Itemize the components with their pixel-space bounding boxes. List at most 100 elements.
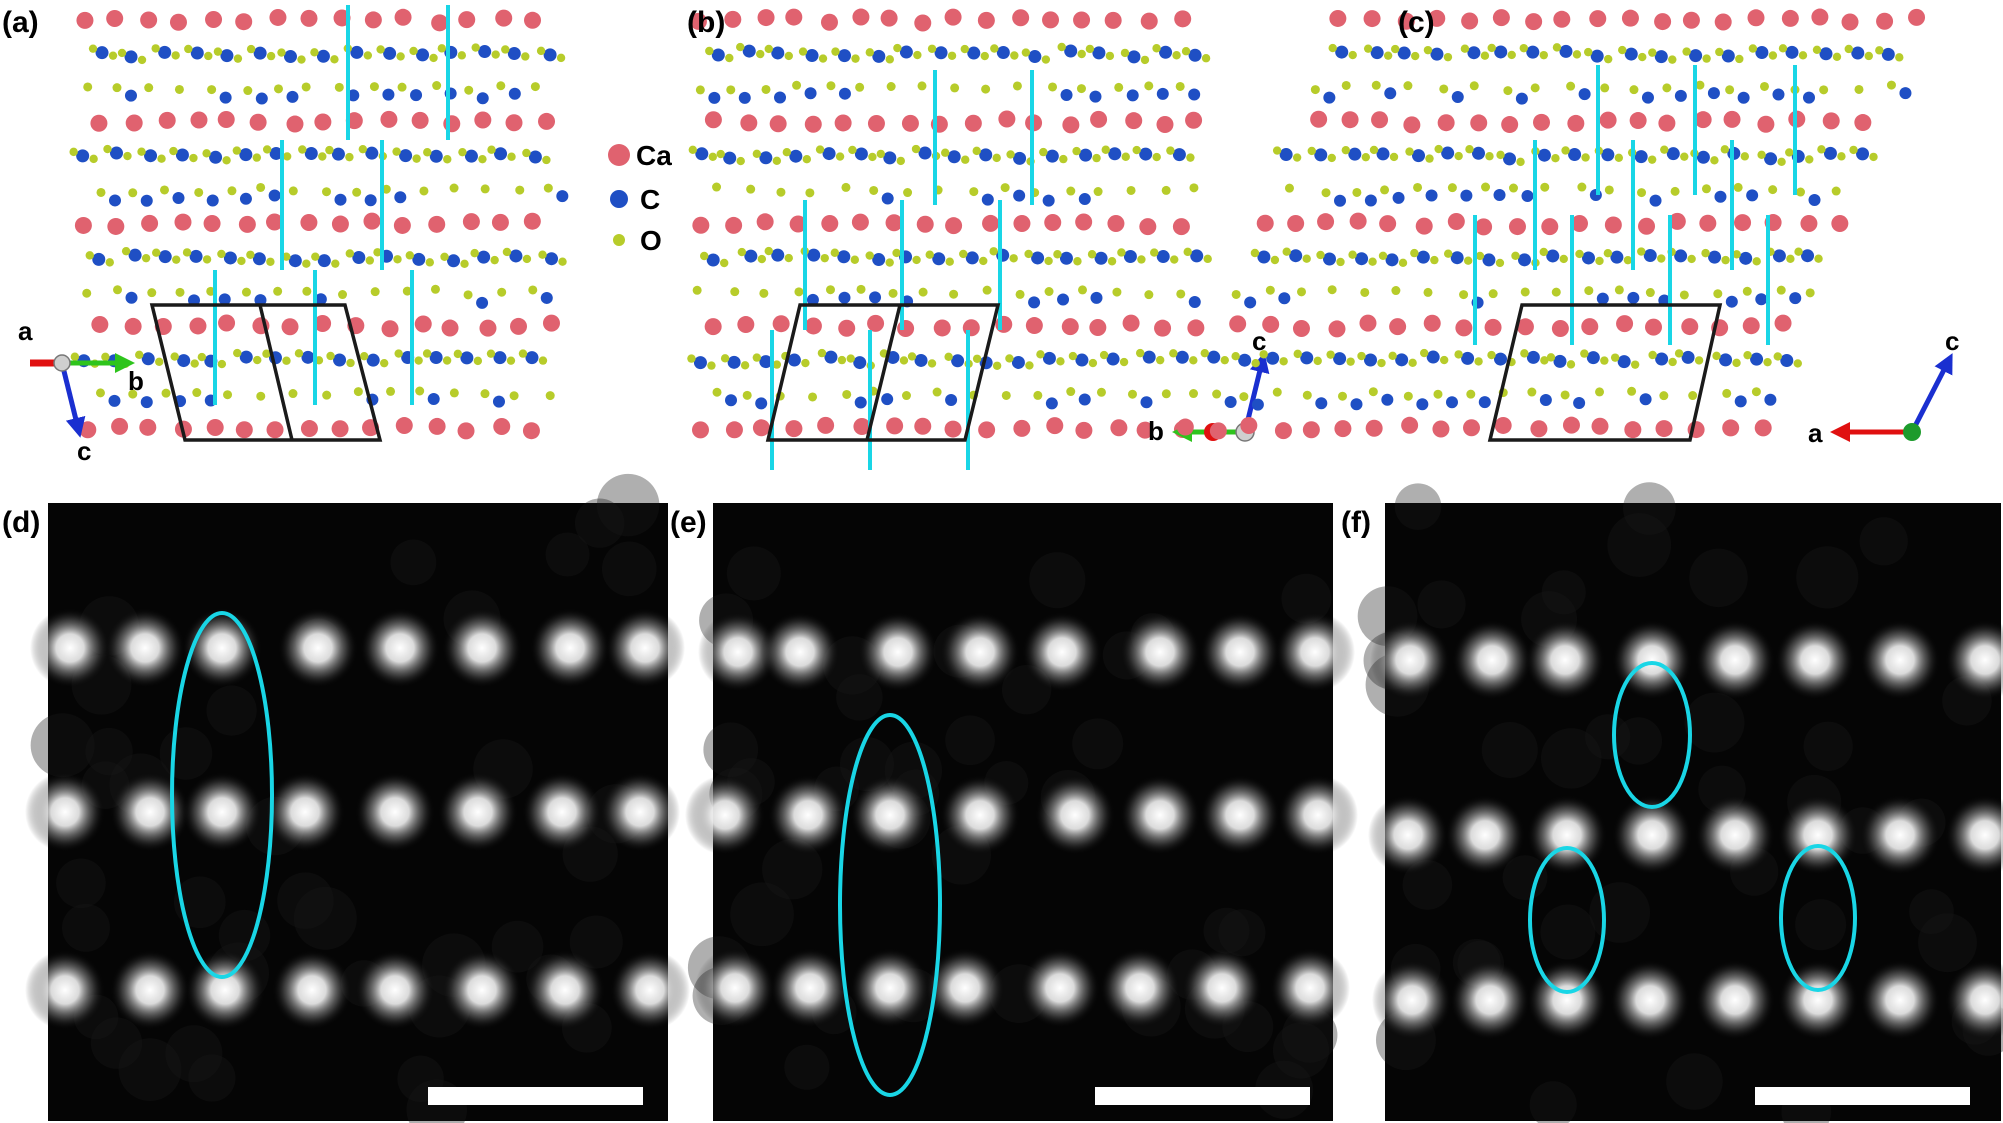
o-atom — [522, 148, 531, 158]
o-atom — [252, 153, 262, 162]
o-atom — [213, 47, 223, 56]
ca-atom — [838, 319, 856, 337]
o-atom — [322, 187, 332, 197]
c-atom — [1627, 291, 1640, 304]
c-atom — [1559, 44, 1573, 58]
o-atom — [1778, 44, 1788, 53]
o-atom — [927, 44, 937, 53]
ca-atom — [944, 8, 962, 26]
o-atom — [825, 285, 835, 295]
legend-swatch-o — [613, 234, 625, 246]
c-atom — [1289, 249, 1303, 263]
ca-atom — [363, 212, 381, 230]
c-atom — [951, 354, 965, 368]
o-atom — [1389, 152, 1399, 162]
o-atom — [692, 285, 702, 295]
o-atom — [1212, 389, 1222, 399]
o-atom — [1849, 145, 1858, 155]
o-atom — [1546, 353, 1556, 362]
c-atom — [314, 293, 327, 306]
c-atom — [1079, 148, 1093, 162]
o-atom — [471, 43, 480, 52]
ca-atom — [1681, 318, 1699, 336]
ca-atom — [381, 320, 399, 338]
ca-atom — [345, 112, 363, 130]
c-atom — [365, 146, 379, 160]
o-atom — [1721, 255, 1730, 265]
o-atom — [1469, 81, 1479, 91]
c-atom — [1300, 351, 1314, 365]
o-atom — [369, 82, 379, 92]
o-atom — [174, 84, 184, 94]
o-atom — [1773, 352, 1782, 361]
atomic-column — [1372, 960, 1452, 1040]
o-atom — [1096, 387, 1106, 397]
c-atom — [1238, 353, 1252, 367]
ca-atom — [411, 111, 429, 129]
c-atom — [787, 353, 801, 367]
o-atom — [1041, 55, 1051, 64]
o-atom — [217, 359, 227, 369]
o-atom — [358, 144, 368, 154]
atomic-column — [1610, 960, 1690, 1040]
c-atom — [1279, 148, 1293, 162]
o-atom — [1837, 152, 1846, 161]
o-atom — [888, 288, 898, 298]
ca-atom — [867, 115, 885, 133]
ca-atom — [785, 420, 803, 438]
o-atom — [737, 247, 747, 257]
c-atom — [350, 45, 364, 59]
o-atom — [1368, 387, 1378, 397]
o-atom — [393, 255, 402, 264]
c-atom — [1649, 194, 1662, 207]
c-atom — [1537, 148, 1551, 162]
o-atom — [1313, 356, 1322, 366]
background-noise — [730, 882, 794, 947]
o-atom — [1390, 44, 1400, 54]
o-atom — [1715, 47, 1724, 57]
o-atom — [982, 285, 992, 295]
atomic-column — [1860, 795, 1940, 875]
o-atom — [687, 354, 696, 363]
c-atom — [1478, 396, 1491, 409]
o-atom — [1895, 53, 1904, 62]
c-atom — [1127, 50, 1141, 64]
o-atom — [886, 82, 896, 92]
c-atom — [1045, 397, 1058, 410]
atomic-column — [30, 608, 110, 688]
o-atom — [1265, 285, 1275, 295]
ca-atom — [1044, 214, 1062, 232]
background-noise — [61, 903, 110, 952]
o-atom — [1292, 153, 1302, 162]
atomic-column — [760, 612, 840, 692]
panel-c: a c (c) — [1176, 6, 1959, 448]
ca-atom — [1567, 114, 1585, 132]
c-atom — [1059, 251, 1073, 265]
c-atom — [528, 150, 542, 164]
o-atom — [831, 47, 840, 56]
o-atom — [1463, 256, 1473, 265]
c-atom — [1856, 147, 1870, 161]
o-atom — [1507, 50, 1516, 60]
c-atom — [981, 193, 994, 206]
o-atom — [1648, 48, 1657, 57]
o-atom — [1551, 154, 1560, 163]
ca-atom — [886, 417, 904, 435]
atomic-column — [1778, 960, 1858, 1040]
c-atom — [805, 49, 819, 63]
c-atom — [1624, 47, 1638, 61]
o-atom — [262, 349, 271, 358]
unit-cell-outline-a — [149, 303, 383, 442]
ca-atom — [394, 8, 412, 26]
c-atom — [1785, 45, 1799, 59]
o-atom — [1844, 44, 1853, 54]
o-atom — [979, 256, 988, 266]
c-atom — [1526, 45, 1540, 59]
o-atom — [992, 361, 1002, 370]
c-atom — [1494, 352, 1508, 366]
ca-atom — [140, 11, 158, 29]
atomic-column — [1860, 960, 1940, 1040]
background-noise — [1029, 552, 1086, 609]
ca-atom — [269, 8, 287, 26]
o-atom — [1695, 80, 1705, 90]
